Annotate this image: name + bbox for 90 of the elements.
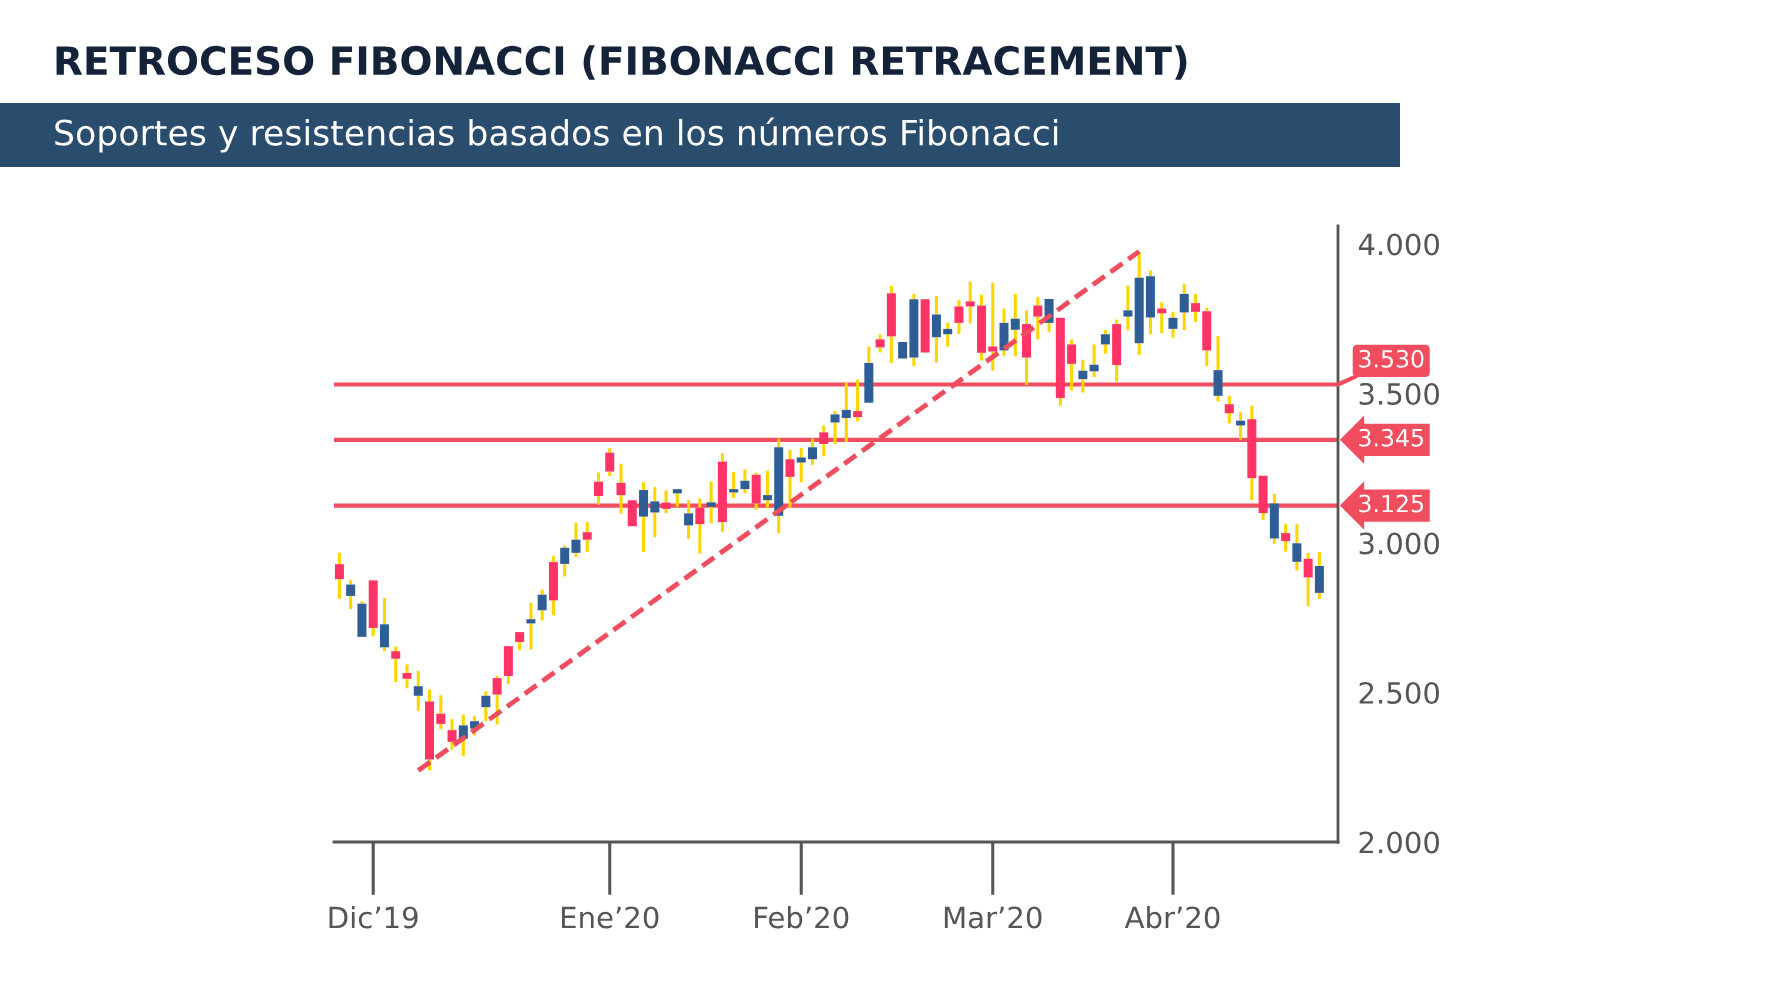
candlestick [413, 669, 423, 712]
x-tick-label: Mar’20 [944, 906, 1042, 929]
candlestick [1010, 292, 1020, 357]
candlestick [627, 500, 637, 527]
candlestick [368, 580, 378, 637]
candlestick [391, 646, 401, 683]
candlestick [1269, 492, 1279, 544]
candlestick [976, 293, 986, 361]
candlestick [1067, 339, 1077, 391]
candlestick [1303, 551, 1313, 608]
candlestick [875, 334, 885, 353]
candlestick [1168, 310, 1178, 338]
y-tick-label: 3.000 [1359, 532, 1440, 555]
candlestick [774, 438, 784, 535]
x-tick-label: Feb’20 [755, 905, 849, 929]
candlestick [830, 411, 840, 444]
candlestick [898, 342, 908, 359]
candlestick [796, 448, 806, 483]
candlestick [729, 470, 739, 500]
y-tick-label: 4.000 [1358, 233, 1440, 256]
candlestick [965, 281, 975, 324]
candlestick [762, 470, 772, 508]
candlestick [560, 545, 570, 577]
candlestick [639, 482, 649, 552]
candlestick [526, 601, 536, 650]
candlestick [334, 551, 344, 599]
candlestick [1314, 550, 1324, 599]
candlestick [515, 632, 525, 651]
candlestick [379, 597, 389, 653]
candlestick [695, 498, 705, 554]
x-tick-label: Ene’20 [561, 906, 659, 929]
candlestick [1089, 344, 1099, 378]
candlestick [1213, 336, 1223, 402]
candlestick [593, 472, 603, 505]
candlestick [988, 281, 998, 371]
ref-line-label: 3.345 [1359, 428, 1423, 447]
candlestick [1123, 284, 1133, 332]
candlestick [346, 579, 356, 611]
candlestick [684, 500, 694, 539]
candlestick [909, 292, 919, 366]
ref-line-label: 3.530 [1359, 349, 1424, 368]
candlestick [954, 300, 964, 334]
y-tick-label: 2.500 [1359, 681, 1440, 704]
candlestick [582, 522, 592, 552]
candlestick [920, 299, 930, 353]
candlestick [1033, 297, 1043, 340]
y-tick-label: 2.000 [1359, 831, 1440, 854]
candlestick [785, 449, 795, 508]
candlestick [1055, 317, 1065, 406]
candlestick [706, 481, 716, 525]
candlestick [661, 490, 671, 515]
candlestick [841, 382, 851, 442]
candlestick [492, 676, 502, 725]
candlestick [672, 489, 682, 507]
candlestick [751, 472, 761, 510]
candlestick [481, 691, 491, 723]
chart-title: RETROCESO FIBONACCI (FIBONACCI RETRACEMENT) [56, 45, 1187, 80]
candlestick [537, 589, 547, 621]
x-tick-label: Abr’20 [1124, 905, 1220, 929]
candlestick [650, 487, 660, 538]
y-tick-label: 3.500 [1359, 382, 1440, 405]
candlestick [503, 646, 513, 686]
candlestick [886, 284, 896, 363]
candlestick [1292, 524, 1302, 571]
candlestick [402, 664, 412, 689]
candlestick [357, 601, 367, 637]
candlestick [819, 425, 829, 457]
candlestick [436, 695, 446, 730]
chart-subtitle: Soportes y resistencias basados en los números Fibonacci [55, 117, 1058, 153]
candlestick [864, 346, 874, 403]
candlestick [943, 321, 953, 347]
candlestick [1258, 475, 1268, 520]
candlestick [1134, 252, 1144, 355]
candlestick [1100, 330, 1110, 354]
candlestick [548, 556, 558, 616]
candlestick [808, 438, 818, 465]
candlestick [740, 469, 750, 494]
candlestick [931, 295, 941, 363]
candlestick [1179, 283, 1189, 332]
candlestick [1247, 405, 1257, 502]
candlestick [717, 453, 727, 534]
ref-line-label: 3.125 [1359, 494, 1423, 513]
candlestick [616, 463, 626, 514]
candlestick [1224, 394, 1234, 424]
candlestick [853, 379, 863, 422]
candlestick [1281, 524, 1291, 552]
candlestick [1078, 359, 1088, 393]
candlestick [1191, 292, 1201, 322]
x-tick-label: Dic’19 [329, 905, 418, 929]
candlestick [571, 521, 581, 558]
